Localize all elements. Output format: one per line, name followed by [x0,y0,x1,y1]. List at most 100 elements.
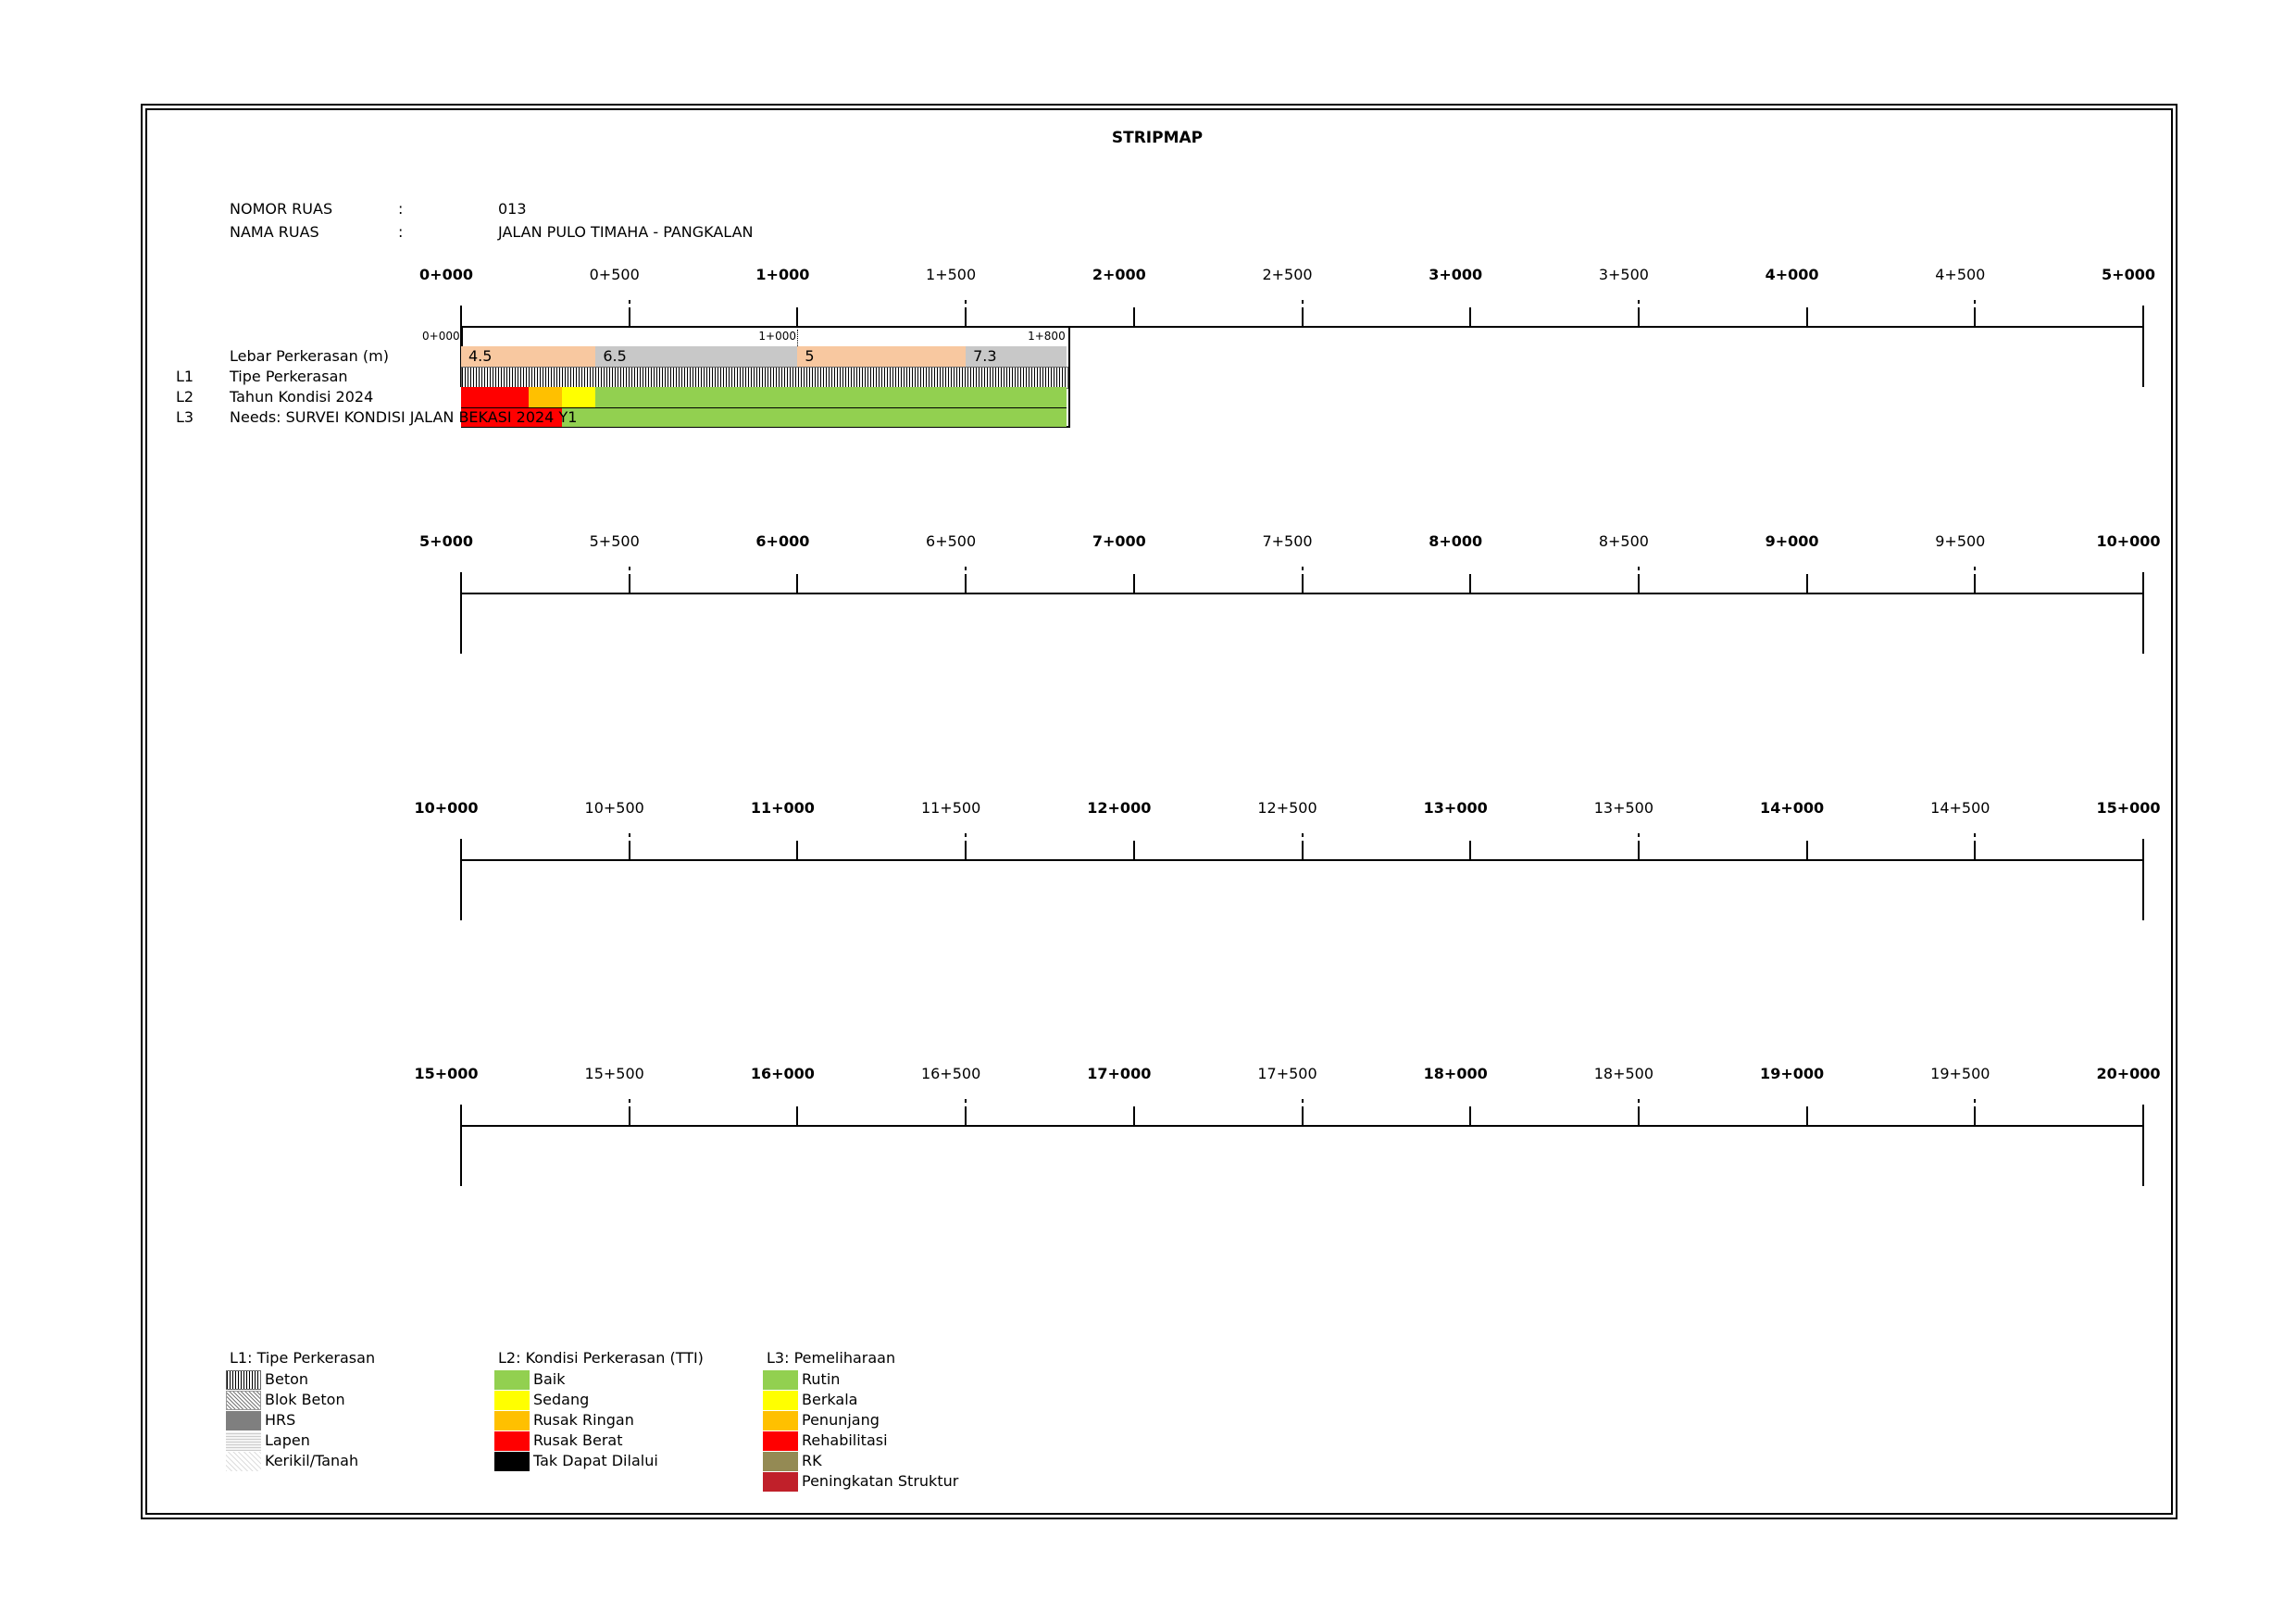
km-label: 5+000 [2102,266,2155,283]
legend-swatch [226,1391,261,1410]
legend-label: Peningkatan Struktur [802,1472,959,1490]
km-label: 9+500 [1935,532,1986,550]
ruler-tick [1637,300,1640,328]
ruler-tick [965,567,967,594]
legend-l1-title: L1: Tipe Perkerasan [230,1349,376,1367]
nomor-ruas-label: NOMOR RUAS [230,200,333,218]
legend-swatch [226,1431,261,1451]
km-label: 11+000 [750,799,815,817]
legend-swatch [763,1431,798,1451]
ruler-tick [1805,574,1808,594]
legend-label: Rusak Ringan [533,1411,634,1429]
page-frame-inner [145,108,2173,1515]
legend-label: Lapen [265,1431,310,1449]
legend-swatch [494,1391,530,1410]
km-label: 12+000 [1087,799,1152,817]
width-value: 6.5 [603,347,627,365]
condition-segment [528,387,562,407]
km-label: 2+500 [1262,266,1313,283]
width-value: 4.5 [468,347,493,365]
segment-mid-label: 1+000 [758,330,796,343]
km-label: 15+000 [414,1065,479,1082]
ruler-end-tick [2142,1105,2144,1186]
km-label: 20+000 [2096,1065,2161,1082]
nomor-ruas-separator: : [398,200,404,218]
ruler-tick [628,300,630,328]
pavement-type-beton [461,367,1069,389]
ruler-tick [1974,567,1977,594]
legend-swatch [763,1411,798,1430]
needs-segment [562,407,1067,428]
legend-l2-title: L2: Kondisi Perkerasan (TTI) [498,1349,704,1367]
legend-label: Sedang [533,1391,590,1408]
km-label: 6+500 [926,532,977,550]
legend-label: Berkala [802,1391,858,1408]
ruler-tick [965,300,967,328]
ruler-tick [1974,300,1977,328]
km-label: 7+500 [1262,532,1313,550]
km-label: 11+500 [920,799,981,817]
legend-swatch [494,1452,530,1471]
ruler-tick [1805,841,1808,861]
segment-mid-tick [797,330,799,346]
km-label: 15+500 [584,1065,644,1082]
nama-ruas-value: JALAN PULO TIMAHA - PANGKALAN [498,223,754,241]
segment-end-label: 1+800 [1028,330,1066,343]
legend-label: Kerikil/Tanah [265,1452,359,1469]
km-label: 18+000 [1423,1065,1488,1082]
l3-code: L3 [176,408,194,426]
ruler-tick [1469,574,1472,594]
ruler-tick [1805,1106,1808,1127]
ruler-tick [1974,1099,1977,1127]
ruler-tick [628,1099,630,1127]
km-label: 13+000 [1423,799,1488,817]
km-label: 12+500 [1257,799,1317,817]
ruler-tick [796,841,799,861]
ruler-tick [1301,300,1304,328]
legend-label: Blok Beton [265,1391,345,1408]
width-segment [461,346,596,367]
ruler-end-tick [460,572,462,654]
km-label: 17+000 [1087,1065,1152,1082]
condition-segment [461,387,529,407]
km-label: 16+000 [750,1065,815,1082]
ruler-tick [1132,841,1135,861]
legend-label: Tak Dapat Dilalui [533,1452,658,1469]
legend-swatch [763,1472,798,1492]
ruler-tick [1301,1099,1304,1127]
km-label: 15+000 [2096,799,2161,817]
km-label: 1+500 [926,266,977,283]
ruler-line [461,326,2143,328]
legend-swatch [494,1411,530,1430]
ruler-tick [1974,833,1977,861]
km-label: 19+500 [1930,1065,1990,1082]
width-value: 5 [805,347,815,365]
nomor-ruas-value: 013 [498,200,527,218]
km-label: 5+000 [419,532,473,550]
ruler-tick [1301,833,1304,861]
width-row-label: Lebar Perkerasan (m) [230,347,389,365]
legend-label: Penunjang [802,1411,880,1429]
ruler-tick [1301,567,1304,594]
legend-l3-title: L3: Pemeliharaan [767,1349,896,1367]
legend-swatch [226,1370,261,1390]
km-label: 0+500 [589,266,640,283]
ruler-tick [1469,841,1472,861]
km-label: 3+000 [1429,266,1483,283]
ruler-tick [796,307,799,328]
ruler-tick [1637,567,1640,594]
ruler-tick [1132,1106,1135,1127]
km-label: 19+000 [1760,1065,1825,1082]
l2-code: L2 [176,388,194,406]
legend-label: HRS [265,1411,296,1429]
legend-swatch [763,1452,798,1471]
ruler-tick [628,833,630,861]
ruler-tick [1132,574,1135,594]
km-label: 16+500 [920,1065,981,1082]
legend-swatch [226,1411,261,1430]
km-label: 18+500 [1593,1065,1654,1082]
ruler-tick [1805,307,1808,328]
ruler-tick [965,833,967,861]
segment-start-label: 0+000 [422,330,460,343]
ruler-tick [1132,307,1135,328]
